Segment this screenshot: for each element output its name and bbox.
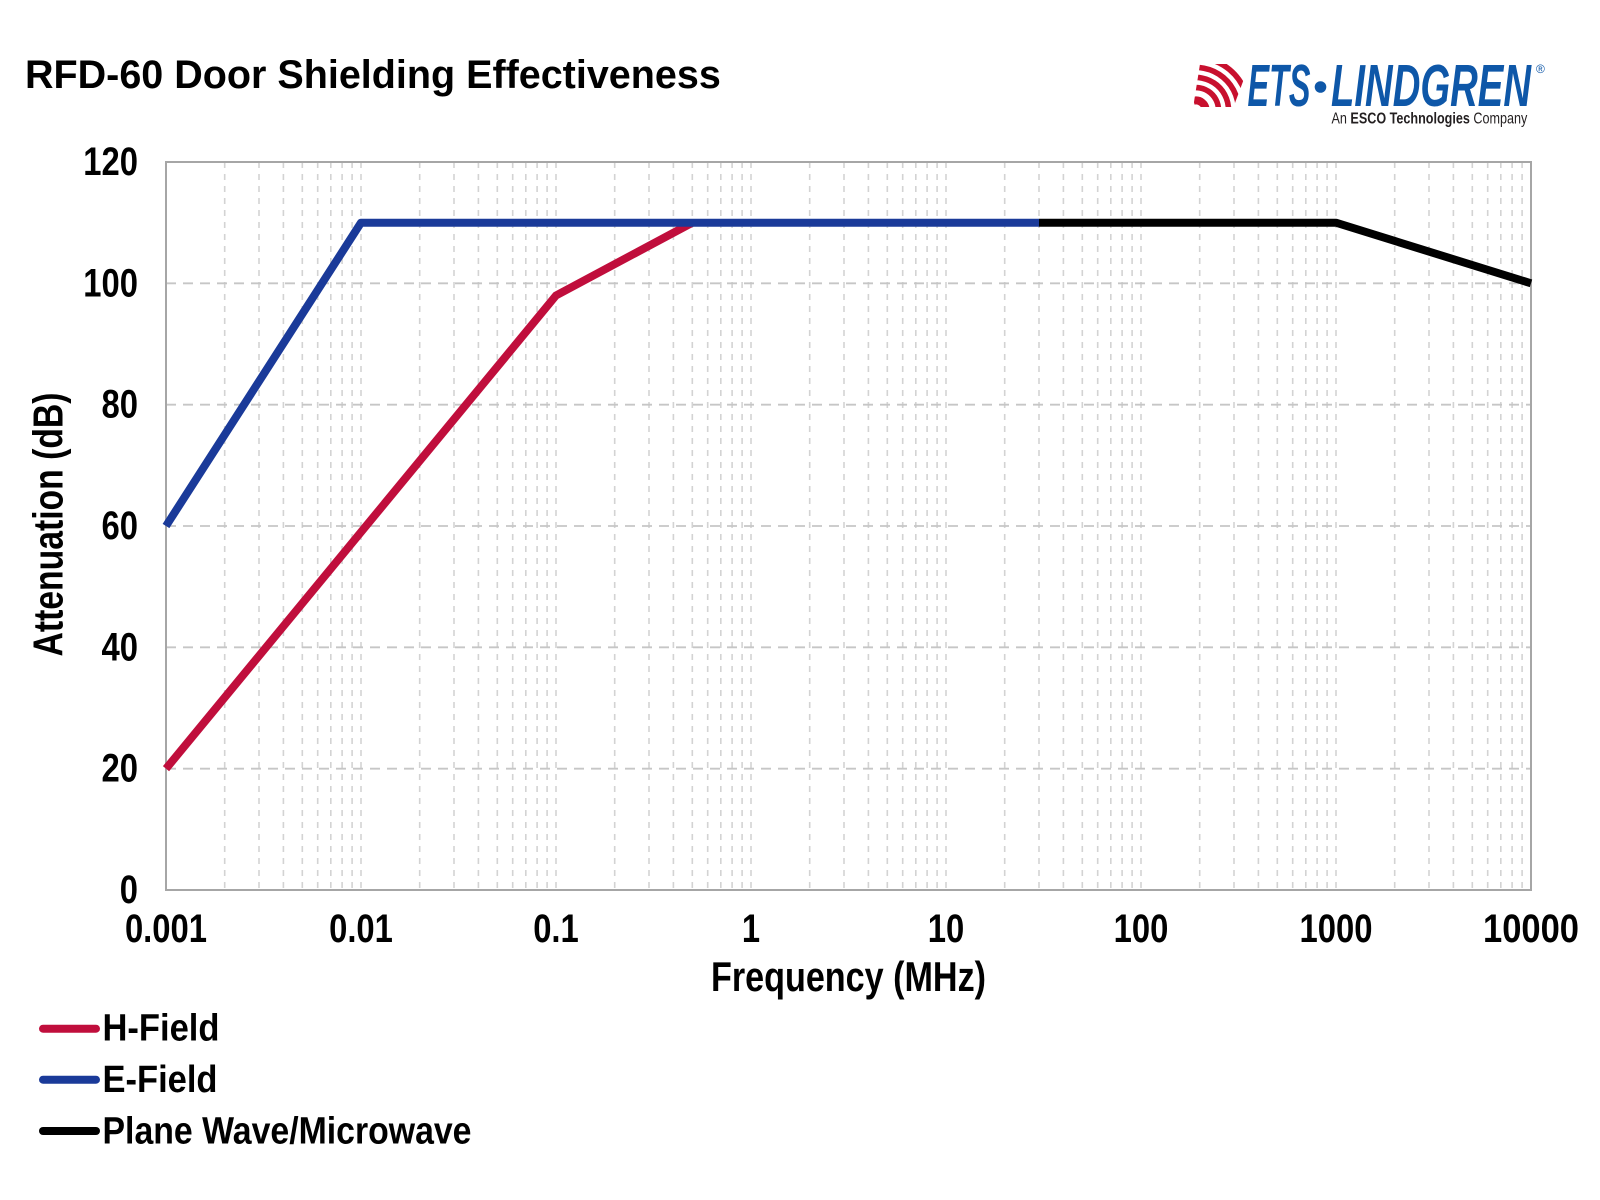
svg-text:40: 40 xyxy=(102,625,139,669)
svg-text:120: 120 xyxy=(83,140,138,184)
svg-text:LINDGREN: LINDGREN xyxy=(1331,53,1532,119)
svg-text:10: 10 xyxy=(928,907,965,951)
svg-text:0.1: 0.1 xyxy=(533,907,579,951)
svg-text:1000: 1000 xyxy=(1300,907,1373,951)
svg-text:An ESCO Technologies Company: An ESCO Technologies Company xyxy=(1332,110,1528,128)
svg-text:1: 1 xyxy=(742,907,760,951)
svg-text:E-Field: E-Field xyxy=(103,1059,218,1101)
svg-text:Frequency (MHz): Frequency (MHz) xyxy=(711,953,986,1000)
svg-text:Plane Wave/Microwave: Plane Wave/Microwave xyxy=(103,1111,472,1153)
svg-text:60: 60 xyxy=(102,504,139,548)
svg-text:0.001: 0.001 xyxy=(125,907,207,951)
svg-text:100: 100 xyxy=(1114,907,1169,951)
svg-text:H-Field: H-Field xyxy=(103,1008,220,1050)
svg-text:Attenuation (dB): Attenuation (dB) xyxy=(25,393,72,657)
svg-text:RFD-60 Door Shielding Effectiv: RFD-60 Door Shielding Effectiveness xyxy=(25,53,721,97)
svg-text:100: 100 xyxy=(83,261,138,305)
svg-text:ETS: ETS xyxy=(1248,53,1311,119)
svg-text:®: ® xyxy=(1536,62,1545,76)
svg-text:80: 80 xyxy=(102,383,139,427)
svg-text:0.01: 0.01 xyxy=(329,907,393,951)
svg-text:10000: 10000 xyxy=(1483,907,1579,951)
svg-text:20: 20 xyxy=(102,747,139,791)
svg-text:0: 0 xyxy=(120,868,138,912)
